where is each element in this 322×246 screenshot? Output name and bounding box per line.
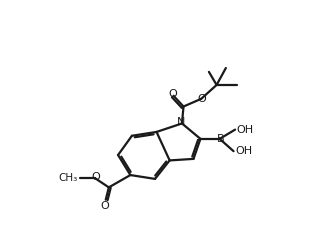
Text: O: O bbox=[198, 94, 206, 104]
Text: OH: OH bbox=[237, 125, 254, 135]
Text: O: O bbox=[100, 201, 109, 211]
Text: CH₃: CH₃ bbox=[58, 173, 77, 183]
Text: O: O bbox=[168, 89, 177, 99]
Text: O: O bbox=[91, 172, 100, 182]
Text: N: N bbox=[177, 117, 185, 127]
Text: B: B bbox=[217, 134, 224, 144]
Text: OH: OH bbox=[235, 146, 252, 156]
